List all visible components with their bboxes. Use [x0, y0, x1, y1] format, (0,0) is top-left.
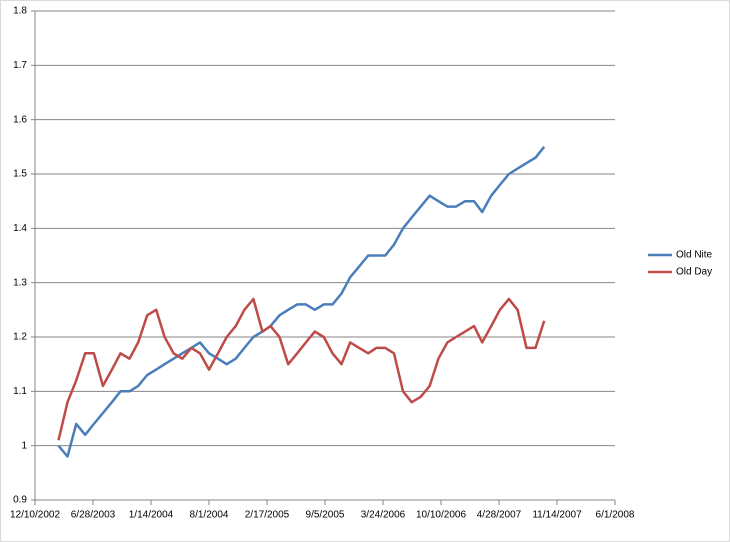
x-tick-label: 6/1/2008 — [596, 510, 635, 521]
x-tick-label: 12/10/2002 — [10, 510, 60, 521]
x-tick-label: 6/28/2003 — [71, 510, 116, 521]
x-tick-label: 2/17/2005 — [245, 510, 290, 521]
legend-label: Old Day — [676, 267, 712, 278]
x-tick-label: 9/5/2005 — [306, 510, 345, 521]
series-line — [57, 297, 546, 441]
x-tick-label: 8/1/2004 — [190, 510, 229, 521]
y-tick-label: 1.2 — [13, 332, 27, 343]
x-tick-label: 4/28/2007 — [477, 510, 522, 521]
x-tick-label: 1/14/2004 — [129, 510, 174, 521]
x-tick-label: 11/14/2007 — [532, 510, 582, 521]
legend-label: Old Nite — [676, 250, 713, 261]
y-tick-label: 1.6 — [13, 114, 27, 125]
y-tick-label: 1.7 — [13, 60, 27, 71]
y-tick-label: 1.8 — [13, 6, 27, 17]
x-tick-label: 10/10/2006 — [416, 510, 466, 521]
x-tick-label: 3/24/2006 — [361, 510, 406, 521]
y-tick-label: 0.9 — [13, 495, 27, 506]
y-tick-label: 1.3 — [13, 277, 27, 288]
y-tick-label: 1.5 — [13, 169, 27, 180]
y-tick-label: 1 — [21, 440, 27, 451]
y-tick-label: 1.1 — [13, 386, 27, 397]
series-line — [57, 146, 546, 458]
y-tick-label: 1.4 — [13, 223, 27, 234]
